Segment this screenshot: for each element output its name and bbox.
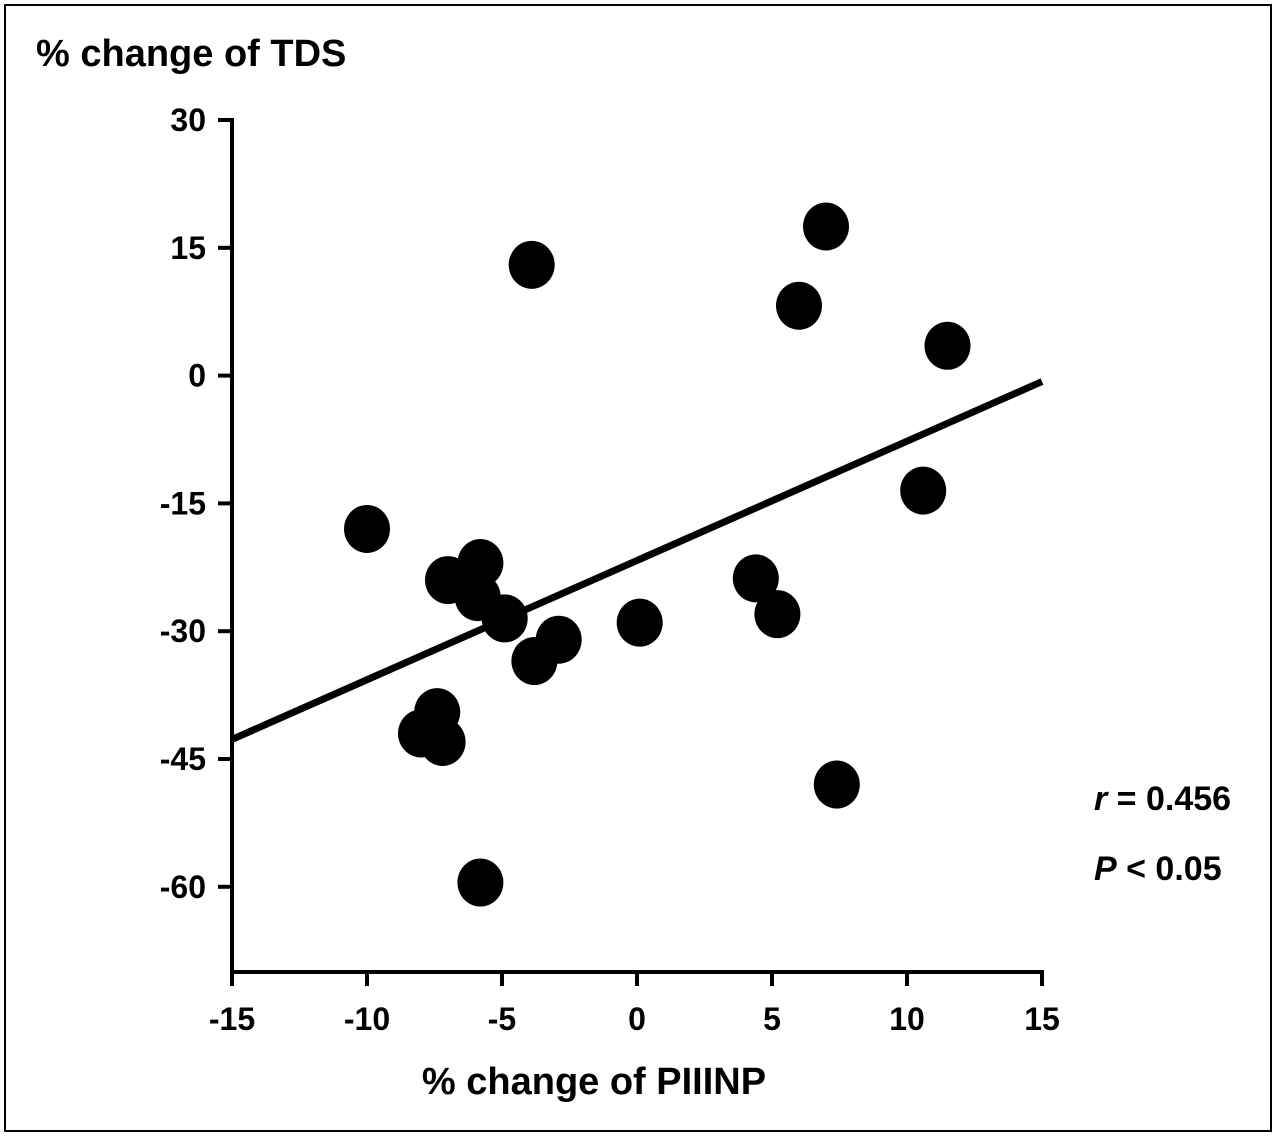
x-tick-label: -10 <box>344 1001 390 1037</box>
x-tick-label: -15 <box>209 1001 255 1037</box>
data-points <box>344 202 971 907</box>
y-tick-label: -15 <box>160 485 206 521</box>
data-point <box>511 637 558 686</box>
data-point <box>732 554 779 603</box>
correlation-label: r = 0.456 <box>1094 780 1231 818</box>
data-point <box>508 240 555 289</box>
data-point <box>900 466 947 515</box>
y-tick-label: 30 <box>170 102 206 138</box>
x-axis-title: % change of PIIINP <box>422 1061 766 1103</box>
statistics-annotation: r = 0.456 P < 0.05 <box>1094 780 1231 888</box>
data-point <box>813 760 860 809</box>
x-tick-label: -5 <box>488 1001 516 1037</box>
data-point <box>344 504 390 553</box>
y-tick-label: 15 <box>170 230 206 266</box>
y-tick-label: -30 <box>160 613 206 649</box>
data-point <box>457 858 504 907</box>
regression-line <box>230 378 1044 743</box>
x-tick-label: 5 <box>763 1001 781 1037</box>
x-tick-label: 0 <box>628 1001 646 1037</box>
p-value-value: < 0.05 <box>1117 850 1222 888</box>
p-value-label: P < 0.05 <box>1094 850 1222 888</box>
p-value-symbol: P <box>1094 850 1117 888</box>
y-tick-label: -60 <box>160 869 206 905</box>
data-point <box>776 281 822 330</box>
data-point <box>803 202 849 251</box>
data-point <box>924 321 971 370</box>
x-tick-label: 15 <box>1024 1001 1060 1037</box>
data-point <box>481 594 528 643</box>
data-point <box>616 598 663 647</box>
data-point <box>754 590 801 639</box>
data-point <box>419 717 466 766</box>
y-tick-label: 0 <box>188 358 206 394</box>
x-tick-label: 10 <box>889 1001 925 1037</box>
regression-line-group <box>230 378 1044 743</box>
correlation-value: = 0.456 <box>1107 780 1231 818</box>
correlation-symbol: r <box>1094 780 1109 818</box>
axes: 30 15 0 -15 -30 -45 -60 -15 -10 -5 0 5 10 15 <box>160 102 1060 1037</box>
y-axis-title: % change of TDS <box>36 33 346 75</box>
y-tick-label: -45 <box>160 741 206 777</box>
figure-frame <box>4 4 1272 1132</box>
